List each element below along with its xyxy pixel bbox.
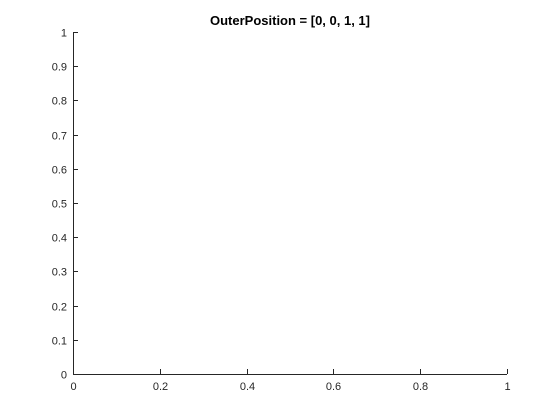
y-tick-label: 0.2 [52,302,67,314]
y-tick-label: 0 [61,370,67,382]
y-tick-label: 0.1 [52,336,67,348]
y-tick-label: 0.3 [52,267,67,279]
y-tick-label: 0.6 [52,165,67,177]
y-tick-label: 0.9 [52,62,67,74]
x-tick-label: 1 [504,381,510,393]
chart-title: OuterPosition = [0, 0, 1, 1] [210,13,370,28]
x-tick-label: 0.6 [326,381,341,393]
x-tick-label: 0.4 [240,381,255,393]
x-tick-label: 0 [70,381,76,393]
y-tick-label: 0.7 [52,131,67,143]
y-tick-label: 1 [61,28,67,40]
x-tick-label: 0.2 [153,381,168,393]
y-tick-label: 0.8 [52,96,67,108]
y-axis: 0 0.1 0.2 0.3 0.4 0.5 0.6 0.7 0.8 0.9 1 [52,28,78,382]
x-tick-label: 0.8 [413,381,428,393]
y-tick-label: 0.4 [52,233,67,245]
x-axis: 0 0.2 0.4 0.6 0.8 1 [70,369,511,393]
y-tick-label: 0.5 [52,199,67,211]
